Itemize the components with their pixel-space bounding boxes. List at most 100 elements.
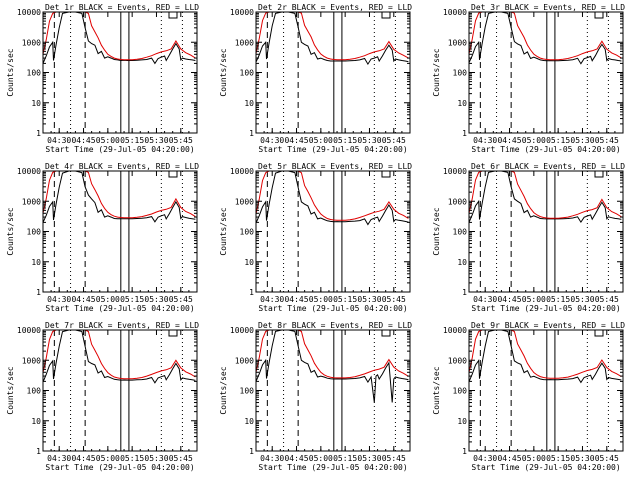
y-tick-label: 1: [249, 129, 254, 138]
x-axis-label: Start Time (29-Jul-05 04:20:00): [258, 463, 407, 472]
panel-title: Det 9r BLACK = Events, RED = LLD: [471, 321, 625, 330]
x-tick-label: 04:45: [497, 454, 521, 463]
x-tick-label: 05:00: [96, 454, 120, 463]
series-line-events: [43, 171, 196, 223]
x-tick-label: 05:45: [382, 454, 406, 463]
x-tick-label: 04:30: [473, 295, 497, 304]
y-tick-label: 1000: [448, 197, 467, 206]
marker-box: [594, 170, 604, 178]
x-tick-label: 04:45: [71, 295, 95, 304]
plot-frame: [255, 11, 411, 134]
chart-panel-2: 1 10 100 1000 10000 04:30 04:45 05:00 05:15 05:30…: [219, 3, 412, 154]
series-line-events: [256, 171, 409, 226]
series-line-lld: [469, 12, 622, 61]
x-tick-label: 05:45: [169, 454, 193, 463]
series-line-events: [469, 12, 622, 65]
x-tick-label: 05:00: [309, 295, 333, 304]
series-line-lld: [256, 12, 409, 61]
x-tick-label: 05:00: [522, 295, 546, 304]
y-tick-label: 100: [453, 69, 468, 78]
y-tick-label: 1000: [235, 197, 254, 206]
chart-panel-3: 1 10 100 1000 10000 04:30 04:45 05:00 05:15 05:30…: [432, 3, 625, 154]
y-tick-label: 10: [31, 258, 41, 267]
x-tick-label: 05:15: [120, 454, 144, 463]
y-tick-label: 1000: [448, 356, 467, 365]
x-axis-label: Start Time (29-Jul-05 04:20:00): [45, 463, 194, 472]
y-tick-label: 10000: [17, 167, 41, 176]
y-tick-label: 1: [36, 447, 41, 456]
series-line-lld: [469, 330, 622, 379]
x-tick-label: 04:30: [260, 454, 284, 463]
x-axis-label: Start Time (29-Jul-05 04:20:00): [258, 304, 407, 313]
x-tick-label: 04:45: [71, 136, 95, 145]
x-tick-label: 05:15: [546, 295, 570, 304]
x-tick-label: 05:00: [96, 295, 120, 304]
y-axis-label: Counts/sec: [6, 207, 15, 255]
x-tick-label: 05:30: [357, 136, 381, 145]
y-axis-label: Counts/sec: [6, 48, 15, 96]
plot-series-group: [256, 171, 409, 226]
chart-panel-9: 1 10 100 1000 10000 04:30 04:45 05:00 05:15 05:30…: [432, 321, 625, 472]
y-axis-label: Counts/sec: [6, 366, 15, 414]
y-tick-label: 10: [31, 99, 41, 108]
x-tick-label: 04:45: [71, 454, 95, 463]
y-tick-label: 1: [36, 288, 41, 297]
x-tick-label: 05:45: [169, 295, 193, 304]
x-tick-label: 04:30: [260, 136, 284, 145]
x-tick-label: 05:00: [522, 136, 546, 145]
y-tick-label: 1000: [235, 356, 254, 365]
y-tick-label: 10: [244, 258, 254, 267]
x-tick-label: 05:15: [546, 454, 570, 463]
chart-panel-5: 1 10 100 1000 10000 04:30 04:45 05:00 05:15 05:30…: [219, 162, 412, 313]
x-tick-label: 04:45: [284, 454, 308, 463]
chart-panel-1: 1 10 100 1000 10000 04:30 04:45 05:00 05:15 05:30…: [6, 3, 199, 154]
x-tick-label: 04:45: [497, 295, 521, 304]
x-tick-label: 05:15: [546, 136, 570, 145]
marker-box: [168, 170, 178, 178]
plot-frame: [468, 11, 624, 134]
plot-frame: [42, 170, 198, 293]
y-tick-label: 100: [27, 228, 42, 237]
chart-panel-7: 1 10 100 1000 10000 04:30 04:45 05:00 05:15 05:30…: [6, 321, 199, 472]
y-tick-label: 1000: [22, 38, 41, 47]
x-tick-label: 05:30: [570, 136, 594, 145]
plot-frame: [42, 11, 198, 134]
y-tick-label: 10: [457, 417, 467, 426]
panel-title: Det 6r BLACK = Events, RED = LLD: [471, 162, 625, 171]
y-axis-label: Counts/sec: [219, 366, 228, 414]
plot-series-group: [256, 330, 409, 403]
x-tick-label: 05:30: [357, 454, 381, 463]
y-tick-label: 1: [249, 447, 254, 456]
x-tick-label: 05:45: [595, 295, 619, 304]
y-tick-label: 100: [240, 69, 255, 78]
plot-series-group: [469, 171, 622, 224]
plot-series-group: [469, 330, 622, 384]
x-axis-label: Start Time (29-Jul-05 04:20:00): [45, 304, 194, 313]
y-tick-label: 10000: [443, 167, 467, 176]
x-tick-label: 04:30: [260, 295, 284, 304]
marker-box: [168, 11, 178, 19]
plot-series-group: [43, 171, 196, 223]
y-tick-label: 10000: [230, 8, 254, 17]
chart-panel-4: 1 10 100 1000 10000 04:30 04:45 05:00 05:15 05:30…: [6, 162, 199, 313]
plot-frame: [255, 329, 411, 452]
x-tick-label: 04:45: [284, 136, 308, 145]
y-tick-label: 1000: [235, 38, 254, 47]
plot-series-group: [43, 12, 196, 65]
x-axis-label: Start Time (29-Jul-05 04:20:00): [471, 463, 620, 472]
x-tick-label: 04:30: [473, 454, 497, 463]
y-axis-label: Counts/sec: [219, 207, 228, 255]
x-tick-label: 04:45: [497, 136, 521, 145]
x-tick-label: 05:00: [522, 454, 546, 463]
y-tick-label: 10: [244, 99, 254, 108]
marker-box: [381, 170, 391, 178]
marker-box: [594, 11, 604, 19]
series-line-lld: [43, 171, 196, 219]
series-line-lld: [43, 12, 196, 61]
series-line-events: [43, 12, 196, 65]
y-axis-label: Counts/sec: [219, 48, 228, 96]
y-tick-label: 10000: [443, 326, 467, 335]
y-axis-label: Counts/sec: [432, 207, 441, 255]
y-tick-label: 100: [27, 69, 42, 78]
